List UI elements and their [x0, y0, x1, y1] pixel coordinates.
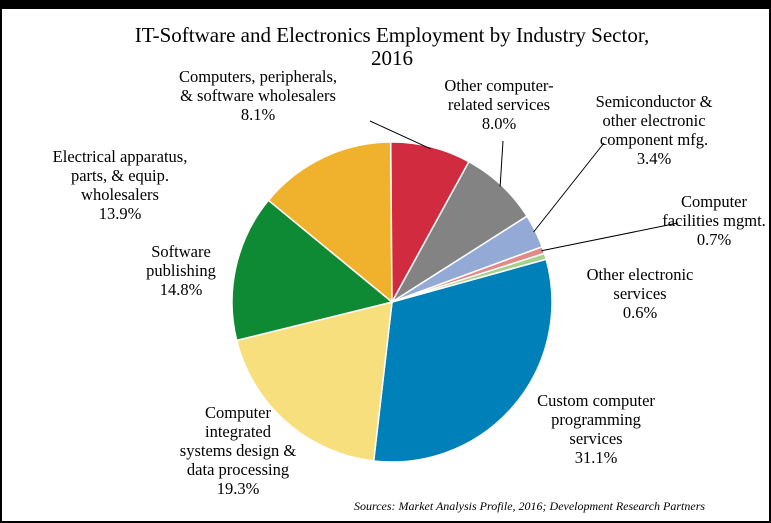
leader-lines [369, 120, 679, 252]
slice-name-line: publishing [146, 261, 216, 280]
pie-slices [231, 141, 553, 463]
slice-name-line: Software [151, 242, 211, 261]
pie-slice-1 [235, 301, 393, 462]
slice-label-6: Semiconductor & other electronic component… [596, 92, 713, 168]
slice-name-line: Computer [205, 403, 271, 422]
slice-name-line: Semiconductor & [596, 92, 713, 111]
slice-name-line: data processing [187, 460, 289, 479]
slice-value-label: 0.6% [623, 303, 658, 322]
chart-title-line: 2016 [371, 46, 413, 70]
slice-value-label: 14.8% [160, 280, 203, 299]
slice-name-line: programming [551, 410, 641, 429]
pie-slice-2 [231, 199, 394, 342]
slice-value-label: 31.1% [575, 448, 618, 467]
slice-value-label: 3.4% [637, 149, 672, 168]
slice-name-line: Custom computer [537, 391, 655, 410]
slice-label-1: Computer integrated systems design & data p… [180, 403, 297, 498]
slice-name-line: wholesalers [81, 185, 159, 204]
slice-value-label: 8.0% [482, 114, 517, 133]
slice-label-8: Other electronic services 0.6% [587, 265, 694, 322]
leader-line-5 [499, 140, 504, 187]
chart-title: IT-Software and Electronics Employment b… [135, 23, 650, 70]
pie-slice-8 [391, 252, 548, 303]
slice-name-line: services [613, 284, 666, 303]
slice-value-label: 0.7% [697, 230, 732, 249]
slice-value-label: 19.3% [217, 479, 260, 498]
slice-label-4: Computers, peripherals, & software wholes… [179, 67, 337, 124]
chart-title-line: IT-Software and Electronics Employment b… [135, 23, 650, 47]
leader-line-6 [533, 142, 605, 233]
slice-name-line: & software wholesalers [180, 86, 336, 105]
slice-value-label: 8.1% [241, 105, 276, 124]
slice-value-label: 13.9% [99, 204, 142, 223]
slice-name-line: integrated [205, 422, 272, 441]
slice-label-7: Computer facilities mgmt. 0.7% [662, 192, 766, 249]
slice-name-line: Electrical apparatus, [53, 147, 188, 166]
slice-name-line: Other computer- [444, 76, 553, 95]
slice-label-3: Electrical apparatus, parts, & equip. whol… [53, 147, 188, 223]
slice-label-0: Custom computer programming services 31.1% [537, 391, 655, 467]
source-note: Sources: Market Analysis Profile, 2016; … [354, 499, 705, 513]
slice-name-line: services [569, 429, 622, 448]
leader-line-4 [369, 120, 431, 150]
slice-name-line: related services [448, 95, 550, 114]
pie-slice-3 [267, 141, 393, 304]
slice-label-2: Software publishing 14.8% [146, 242, 216, 299]
slice-name-line: Computer [681, 192, 747, 211]
slice-name-line: other electronic [602, 111, 705, 130]
slice-labels: Custom computer programming services 31.1%C… [53, 67, 766, 498]
pie-slice-0 [372, 258, 553, 463]
slice-name-line: component mfg. [600, 130, 708, 149]
slice-name-line: systems design & [180, 441, 297, 460]
leader-line-7 [541, 222, 679, 252]
slice-name-line: facilities mgmt. [662, 211, 766, 230]
slice-label-5: Other computer-related services 8.0% [444, 76, 553, 133]
slice-name-line: Computers, peripherals, [179, 67, 337, 86]
slice-name-line: Other electronic [587, 265, 694, 284]
slice-name-line: parts, & equip. [71, 166, 169, 185]
